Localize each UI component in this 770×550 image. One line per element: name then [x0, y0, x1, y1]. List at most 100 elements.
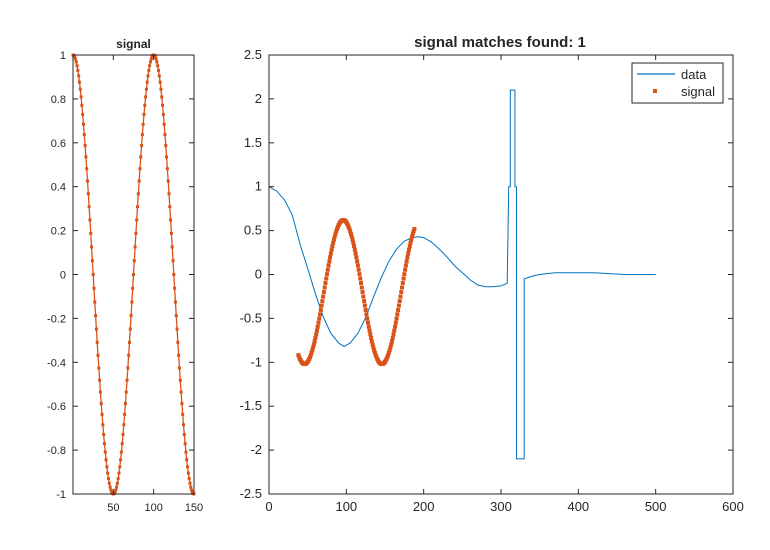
- point-signal: [356, 267, 361, 272]
- point-signal: [114, 488, 118, 492]
- point-signal: [157, 68, 161, 72]
- point-signal: [86, 192, 90, 196]
- point-signal: [359, 281, 364, 286]
- point-signal: [127, 353, 131, 357]
- point-signal: [357, 272, 362, 277]
- point-signal: [330, 244, 335, 249]
- point-signal: [385, 355, 390, 360]
- point-signal: [142, 112, 146, 116]
- point-signal: [186, 471, 190, 475]
- point-signal: [321, 290, 326, 295]
- point-signal: [372, 348, 377, 353]
- x-tick-label: 50: [107, 502, 119, 514]
- point-signal: [348, 231, 353, 236]
- point-signal: [347, 226, 352, 231]
- point-signal: [74, 60, 78, 64]
- point-signal: [313, 335, 318, 340]
- point-signal: [173, 300, 177, 304]
- point-signal: [149, 57, 153, 61]
- point-signal: [99, 402, 103, 406]
- point-signal: [372, 350, 377, 355]
- point-signal: [392, 328, 397, 333]
- point-signal: [407, 244, 412, 249]
- x-tick-label: 200: [413, 499, 435, 514]
- point-signal: [92, 286, 96, 290]
- point-signal: [117, 471, 121, 475]
- point-signal: [133, 245, 137, 249]
- y-tick-label: -0.2: [47, 313, 66, 325]
- point-signal: [165, 167, 169, 171]
- point-signal: [91, 273, 95, 276]
- point-signal: [331, 237, 336, 242]
- point-signal: [320, 299, 325, 304]
- point-signal: [109, 488, 113, 492]
- point-signal: [83, 143, 87, 147]
- point-signal: [355, 263, 360, 268]
- point-signal: [165, 155, 169, 159]
- right-plot-area: [268, 89, 656, 460]
- point-signal: [127, 340, 131, 344]
- point-signal: [95, 340, 99, 344]
- point-signal: [351, 240, 356, 245]
- x-tick-label: 600: [722, 499, 744, 514]
- point-signal: [164, 143, 168, 147]
- point-signal: [148, 60, 152, 64]
- point-signal: [404, 259, 409, 264]
- y-tick-label: 2: [255, 91, 262, 106]
- point-signal: [106, 471, 110, 475]
- y-tick-label: -1: [56, 489, 66, 501]
- point-signal: [98, 390, 102, 394]
- point-signal: [316, 320, 321, 325]
- point-signal: [94, 327, 98, 331]
- point-signal: [189, 485, 193, 489]
- point-signal: [129, 314, 133, 318]
- point-signal: [116, 477, 120, 481]
- point-signal: [365, 320, 370, 325]
- point-signal: [134, 231, 138, 235]
- point-signal: [363, 307, 368, 312]
- point-signal: [140, 143, 144, 147]
- series-line-data: [268, 89, 656, 460]
- point-signal: [319, 303, 324, 308]
- y-tick-label: 0.4: [51, 182, 66, 194]
- point-signal: [132, 259, 136, 263]
- point-signal: [391, 332, 396, 337]
- point-signal: [335, 226, 340, 231]
- point-signal: [102, 442, 106, 446]
- point-signal: [119, 450, 123, 454]
- point-signal: [328, 251, 333, 256]
- point-signal: [131, 286, 135, 290]
- point-signal: [364, 312, 369, 317]
- point-signal: [182, 423, 186, 427]
- point-signal: [136, 192, 140, 196]
- point-signal: [108, 485, 112, 489]
- point-signal: [348, 229, 353, 234]
- point-signal: [90, 259, 94, 263]
- point-signal: [123, 402, 127, 406]
- right-ticks: 0 100 200 300 400 500 600 -2.5 -2 -1.5 -1 -0.5 0 0.5 1…: [240, 47, 744, 514]
- point-signal: [168, 205, 172, 209]
- point-signal: [79, 95, 83, 99]
- point-signal: [147, 68, 151, 72]
- point-signal: [130, 300, 134, 304]
- point-signal: [162, 122, 166, 126]
- y-tick-label: -1.5: [240, 398, 262, 413]
- point-signal: [88, 218, 92, 222]
- y-tick-label: 1.5: [244, 135, 262, 150]
- left-plot-area: [71, 53, 196, 496]
- point-signal: [397, 299, 402, 304]
- point-signal: [158, 80, 162, 84]
- point-signal: [85, 167, 89, 171]
- point-signal: [169, 218, 173, 222]
- point-signal: [139, 155, 143, 159]
- y-tick-label: -0.4: [47, 357, 66, 369]
- point-signal: [326, 263, 331, 268]
- y-tick-label: -1: [250, 354, 262, 369]
- point-signal: [170, 245, 174, 249]
- point-signal: [394, 316, 399, 321]
- point-signal: [153, 55, 157, 59]
- point-signal: [166, 179, 170, 183]
- point-signal: [124, 390, 128, 394]
- point-signal: [400, 285, 405, 290]
- point-signal: [307, 355, 312, 360]
